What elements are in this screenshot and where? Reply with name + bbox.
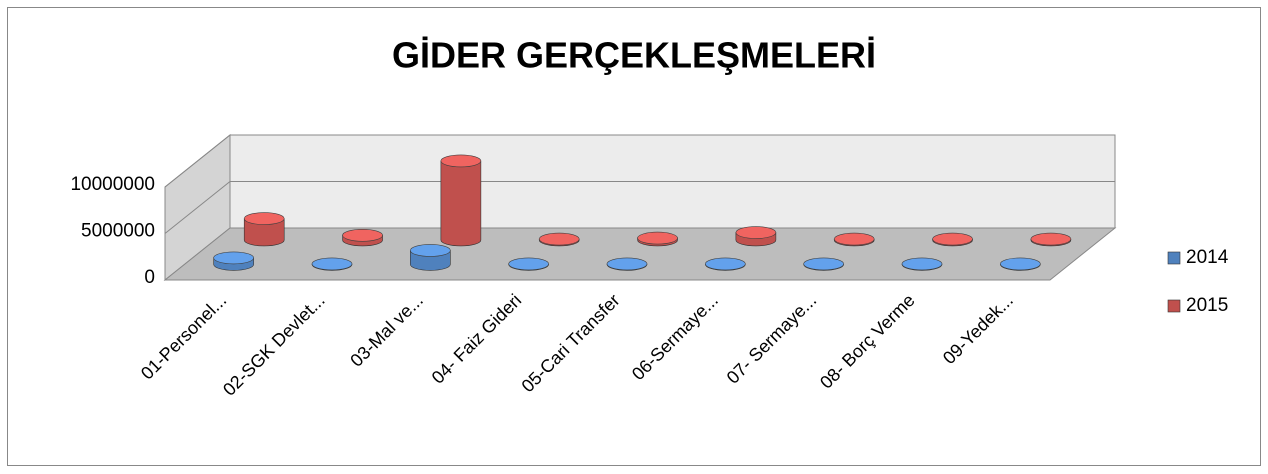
bar-top: [735, 226, 777, 239]
bar-top: [1030, 232, 1072, 246]
bar-top: [410, 244, 451, 257]
bar-top: [213, 251, 254, 265]
grid-line: [164, 134, 1115, 188]
bar-top: [803, 257, 844, 271]
bar: [243, 218, 285, 247]
bar-top: [637, 231, 678, 245]
bar-top: [932, 232, 973, 246]
bar-top: [833, 232, 875, 246]
bar-top: [508, 257, 549, 271]
y-tick-label: 0: [144, 267, 155, 288]
bar-top: [342, 229, 383, 242]
legend-label: 2014: [1186, 247, 1229, 268]
y-tick-label: 5000000: [81, 221, 155, 242]
bar-top: [901, 257, 943, 271]
bar-top: [1000, 257, 1041, 271]
bar-top: [440, 154, 482, 168]
chart-title: GİDER GERÇEKLEŞMELERİ: [392, 35, 876, 76]
legend-swatch: [1167, 299, 1181, 313]
bar: [440, 160, 482, 247]
grid-line: [164, 181, 1115, 234]
y-tick-label: 10000000: [70, 174, 155, 195]
bar-top: [606, 257, 648, 271]
legend-label: 2015: [1186, 295, 1228, 316]
bar-top: [705, 257, 746, 271]
bar-top: [243, 212, 285, 225]
legend-swatch: [1167, 251, 1181, 265]
bar-top: [311, 257, 353, 271]
bar-top: [538, 232, 580, 246]
plot-walls: [163, 133, 1117, 282]
